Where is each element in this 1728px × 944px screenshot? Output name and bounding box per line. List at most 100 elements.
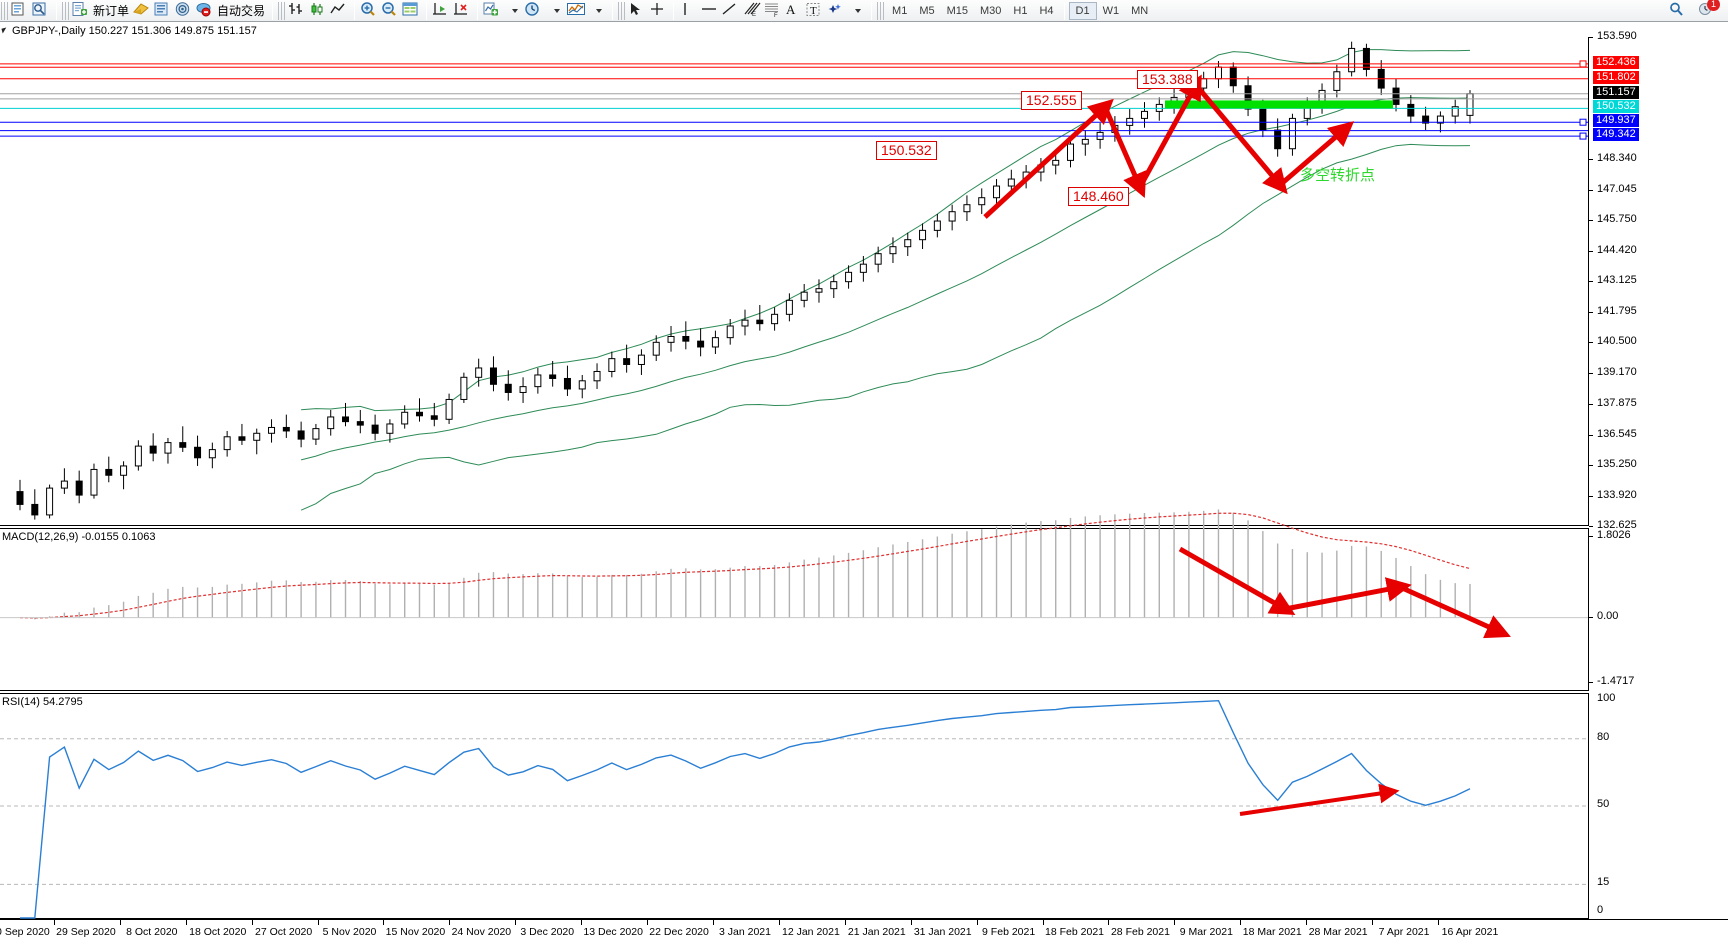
toolbar-separator-2 xyxy=(272,1,274,20)
chip-153388[interactable]: 153.388 xyxy=(1137,70,1198,89)
date-axis-tick xyxy=(778,920,780,925)
date-axis-label: 18 Oct 2020 xyxy=(189,926,247,938)
period-button-mn[interactable]: MN xyxy=(1131,4,1149,17)
macd-pane[interactable] xyxy=(0,509,1588,691)
price-axis[interactable]: 153.590 148.340 147.045 145.750 144.420 143.1… xyxy=(1588,30,1728,531)
date-axis-tick xyxy=(515,920,517,925)
chinese-annotation: 多空转折点 xyxy=(1300,166,1376,184)
price-axis-tick xyxy=(1589,189,1593,191)
data-window-icon[interactable] xyxy=(401,1,422,21)
date-axis-label: 31 Jan 2021 xyxy=(913,926,972,938)
text-label-icon[interactable]: T xyxy=(804,1,825,21)
crosshair-icon[interactable] xyxy=(648,1,669,21)
date-axis-label: 12 Jan 2021 xyxy=(782,926,840,938)
shapes-icon[interactable] xyxy=(825,1,846,21)
line-chart-icon[interactable] xyxy=(329,1,350,21)
svg-text:F: F xyxy=(774,13,778,19)
price-axis-label: 137.875 xyxy=(1597,396,1637,409)
period-button-m15[interactable]: M15 xyxy=(946,4,968,17)
date-axis[interactable]: 20 Sep 2020 29 Sep 2020 8 Oct 2020 18 Oct 2… xyxy=(0,919,1728,944)
indicators-icon[interactable] xyxy=(482,1,503,21)
price-axis-tick xyxy=(1589,434,1593,436)
price-level-tag[interactable]: 151.157 xyxy=(1593,85,1639,99)
price-axis-label: 139.170 xyxy=(1597,366,1637,379)
new-order-icon[interactable] xyxy=(71,1,92,21)
templates-icon[interactable] xyxy=(566,1,587,21)
text-icon[interactable]: A xyxy=(783,1,804,21)
toolbar-grip-2[interactable] xyxy=(62,1,69,20)
shapes-dropdown-icon[interactable] xyxy=(846,1,867,21)
chart-corner-icon xyxy=(1,27,8,34)
rsi-axis-label: 100 xyxy=(1597,692,1616,704)
navigator-icon[interactable] xyxy=(153,1,174,21)
new-order-label[interactable]: 新订单 xyxy=(93,4,130,18)
zoom-out-icon[interactable] xyxy=(380,1,401,21)
auto-scroll-icon[interactable] xyxy=(452,1,473,21)
price-level-tag[interactable]: 149.937 xyxy=(1593,114,1639,128)
period-dropdown-icon[interactable] xyxy=(545,1,566,21)
date-axis-label: 27 Oct 2020 xyxy=(255,926,313,938)
date-axis-label: 20 Sep 2020 xyxy=(0,926,50,938)
rsi-pane[interactable] xyxy=(0,693,1588,919)
price-axis-label: 132.625 xyxy=(1597,519,1637,531)
equidistant-channel-icon[interactable]: E xyxy=(741,1,762,21)
price-axis-tick xyxy=(1589,159,1593,161)
trendline-icon[interactable] xyxy=(720,1,741,21)
price-level-tag[interactable]: 151.802 xyxy=(1593,70,1639,84)
price-axis-label: 148.340 xyxy=(1597,152,1637,165)
autotrading-label[interactable]: 自动交易 xyxy=(217,4,266,18)
period-button-m30[interactable]: M30 xyxy=(980,4,1002,17)
toolbar-grip-4[interactable] xyxy=(618,1,626,20)
chip-148460[interactable]: 148.460 xyxy=(1068,187,1129,206)
price-level-tag[interactable]: 149.342 xyxy=(1593,128,1639,142)
period-button-w1[interactable]: W1 xyxy=(1102,4,1120,17)
vertical-line-icon[interactable] xyxy=(678,1,699,21)
macd-title: MACD(12,26,9) -0.0155 0.1063 xyxy=(2,531,156,543)
rsi-axis[interactable]: 100 80 50 15 0 xyxy=(1588,692,1728,919)
cursor-icon[interactable] xyxy=(627,1,648,21)
fibonacci-icon[interactable]: F xyxy=(762,1,783,21)
chart-shift-icon[interactable] xyxy=(431,1,452,21)
search-icon[interactable] xyxy=(1668,1,1689,21)
macd-chart-svg xyxy=(0,509,1588,639)
bar-chart-icon[interactable] xyxy=(287,1,308,21)
autotrading-icon[interactable] xyxy=(195,1,216,21)
chip-150532[interactable]: 150.532 xyxy=(876,141,937,160)
templates-dropdown-icon[interactable] xyxy=(587,1,608,21)
date-axis-tick xyxy=(1042,920,1044,925)
new-chart-icon[interactable] xyxy=(10,1,31,21)
signals-icon[interactable] xyxy=(174,1,195,21)
period-separator xyxy=(1063,1,1065,20)
period-button-m5[interactable]: M5 xyxy=(919,4,935,17)
toolbar-grip[interactable] xyxy=(1,1,8,20)
zoom-in-icon[interactable] xyxy=(359,1,380,21)
price-axis-tick xyxy=(1589,464,1593,466)
price-axis-label: 135.250 xyxy=(1597,457,1637,470)
candlestick-chart-icon[interactable] xyxy=(308,1,329,21)
indicators-dropdown-icon[interactable] xyxy=(503,1,524,21)
toolbar-separator-8 xyxy=(871,1,873,20)
macd-axis[interactable]: 1.8026 0.00 -1.4717 xyxy=(1588,528,1728,691)
period-button-h1[interactable]: H1 xyxy=(1013,4,1028,17)
svg-text:A: A xyxy=(786,2,796,17)
rsi-chart-svg xyxy=(0,699,1588,919)
period-button-h4[interactable]: H4 xyxy=(1039,4,1054,17)
chip-152555[interactable]: 152.555 xyxy=(1021,91,1082,110)
period-icon[interactable] xyxy=(524,1,545,21)
price-level-tag[interactable]: 150.532 xyxy=(1593,100,1639,114)
alerts-icon[interactable]: 1 xyxy=(1697,0,1720,21)
date-axis-label: 28 Mar 2021 xyxy=(1308,926,1368,938)
price-level-tag[interactable]: 152.436 xyxy=(1593,55,1639,69)
toolbar-grip-5[interactable] xyxy=(877,1,885,20)
chart-area[interactable]: 153.590 148.340 147.045 145.750 144.420 143.1… xyxy=(0,30,1728,919)
metaeditor-icon[interactable] xyxy=(132,1,153,21)
date-axis-tick xyxy=(647,920,649,925)
price-pane[interactable] xyxy=(0,37,1588,526)
chart-profile-icon[interactable] xyxy=(31,1,52,21)
period-button-d1[interactable]: D1 xyxy=(1068,1,1097,20)
period-button-m1[interactable]: M1 xyxy=(892,4,908,17)
date-axis-tick xyxy=(1306,920,1308,925)
horizontal-line-icon[interactable] xyxy=(699,1,720,21)
price-axis-label: 133.920 xyxy=(1597,488,1637,501)
toolbar-grip-3[interactable] xyxy=(278,1,286,20)
